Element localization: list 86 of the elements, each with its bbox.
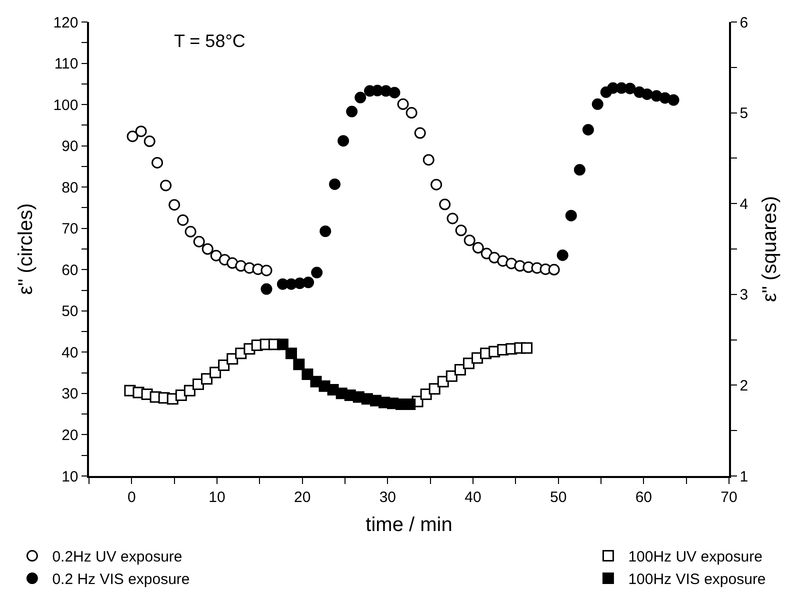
point (329, 178, 341, 190)
point (160, 180, 172, 192)
point (201, 373, 213, 385)
point (422, 154, 434, 166)
x-tick-label: 40 (464, 488, 482, 506)
point (260, 264, 272, 276)
point (406, 107, 418, 119)
point (126, 130, 138, 142)
point (464, 234, 476, 246)
point (346, 106, 358, 118)
point (521, 342, 533, 354)
point (428, 383, 440, 395)
point (193, 236, 205, 248)
point (439, 198, 451, 210)
point (338, 135, 350, 147)
point (565, 210, 577, 222)
point (556, 249, 568, 261)
y-tick-label: 50 (62, 303, 78, 320)
point (397, 98, 409, 110)
y-tick-label: 100 (53, 96, 78, 114)
point (276, 338, 288, 350)
y2-tick-label: 5 (740, 105, 748, 122)
y-tick-label: 70 (62, 220, 78, 238)
point (668, 94, 680, 106)
y2-tick-label: 1 (740, 468, 748, 486)
y-tick-label: 60 (62, 262, 78, 279)
x-tick-label: 20 (294, 488, 311, 506)
y-tick-label: 10 (62, 468, 78, 486)
y2-tick-label: 4 (740, 196, 748, 213)
point (135, 126, 147, 138)
point (388, 86, 400, 98)
y-tick-label: 90 (62, 138, 78, 156)
point (285, 348, 297, 360)
y-tick-label: 110 (54, 56, 78, 73)
y-axis-title: ε" (circles) (15, 203, 38, 295)
y2-tick-label: 2 (740, 377, 748, 394)
point (144, 136, 156, 148)
point (184, 384, 196, 396)
point (152, 156, 164, 168)
point (354, 92, 366, 104)
x-tick-label: 70 (720, 488, 738, 506)
x-axis-title: time / min (366, 514, 452, 536)
y-tick-label: 30 (62, 386, 78, 403)
point (260, 283, 272, 295)
point (210, 366, 222, 378)
point (592, 98, 604, 110)
y-tick-label: 40 (62, 344, 78, 362)
point (210, 250, 222, 262)
point (624, 82, 636, 94)
point (414, 127, 426, 139)
x-tick-label: 0 (128, 488, 136, 506)
x-tick-label: 30 (379, 488, 396, 506)
legend-label: 0.2 Hz VIS exposure (52, 571, 190, 588)
point (488, 252, 500, 264)
point (548, 264, 560, 276)
annotation: T = 58°C (174, 31, 246, 51)
point (472, 242, 484, 254)
point (454, 364, 466, 376)
y-tick-label: 20 (62, 426, 78, 444)
point (446, 370, 458, 382)
legend-label: 100Hz UV exposure (628, 548, 762, 566)
point (574, 164, 586, 176)
point (641, 88, 653, 100)
point (302, 276, 314, 288)
x-tick-label: 10 (208, 488, 226, 506)
y2-tick-label: 3 (740, 286, 748, 304)
point (320, 226, 332, 237)
y-tick-label: 80 (62, 179, 78, 196)
x-tick-label: 60 (635, 488, 652, 506)
point (446, 212, 458, 224)
point (184, 226, 196, 238)
x-tick-label: 50 (550, 488, 567, 506)
y2-axis-title: ε" (squares) (759, 196, 782, 302)
point (455, 224, 467, 236)
y2-tick-label: 6 (740, 14, 748, 32)
point (168, 199, 180, 211)
point (293, 358, 305, 370)
legend-label: 100Hz VIS exposure (628, 571, 766, 588)
point (582, 124, 594, 136)
point (177, 214, 189, 226)
point (202, 243, 214, 255)
legend-label: 0.2Hz UV exposure (52, 548, 182, 566)
y-tick-label: 120 (53, 14, 78, 32)
point (430, 178, 442, 190)
point (311, 266, 323, 278)
point (302, 368, 314, 380)
